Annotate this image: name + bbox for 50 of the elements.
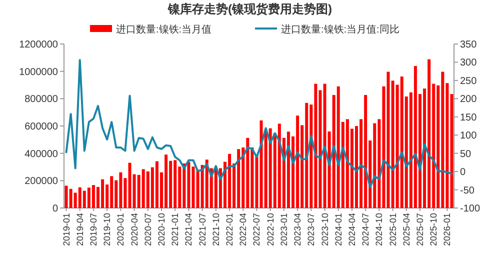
x-tick-label: 2021-04 [184,213,194,246]
y2-tick-label: 300 [460,58,478,69]
y2-tick-label: 200 [460,94,478,106]
y2-tick-label: -50 [460,185,475,196]
y2-tick-label: 350 [460,40,478,50]
x-tick-label: 2025-01 [388,213,398,246]
y2-tick-label: 150 [460,112,478,124]
x-tick-label: 2023-10 [320,213,330,246]
x-tick-label: 2021-07 [197,213,208,246]
x-tick-label: 2019-01 [61,213,72,246]
y-tick-label: 200000 [24,176,58,188]
y-tick-label: 0 [52,204,58,214]
x-tick-label: 2025-10 [428,213,439,246]
legend-label: 进口数量:镍铁:当月值:同比 [281,24,400,36]
y2-tick-label: 50 [460,148,472,160]
x-tick-label: 2019-07 [88,213,98,246]
x-tick-label: 2025-07 [414,213,425,246]
x-tick-label: 2020-10 [156,213,166,246]
x-tick-label: 2022-01 [224,213,235,246]
x-tick-label: 2023-04 [292,213,303,246]
x-tick-label: 2024-10 [374,213,384,246]
chart-title: 镍库存走势(镍现货费用走势图) [167,2,332,16]
x-tick-label: 2026-01 [442,213,452,246]
y-tick-label: 400000 [24,148,58,160]
y2-tick-label: 250 [460,76,478,87]
x-tick-label: 2023-07 [306,213,316,246]
y-tick-label: 800000 [24,94,58,106]
x-tick-label: 2019-04 [74,213,85,246]
y-tick-label: 1000000 [19,66,58,78]
x-tick-label: 2022-10 [265,213,276,246]
y2-tick-label: -100 [460,204,480,214]
x-tick-label: 2022-04 [238,213,248,246]
x-tick-label: 2024-07 [360,213,371,246]
x-tick-label: 2020-01 [116,213,126,246]
x-tick-label: 2024-01 [333,213,344,246]
legend-label: 进口数量:镍铁:当月值 [116,24,212,36]
line-series [65,59,453,188]
x-tick-label: 2019-10 [102,213,112,246]
x-tick-label: 2022-07 [252,213,262,246]
y2-tick-label: 0 [460,167,466,178]
x-tick-label: 2024-04 [346,213,357,246]
x-tick-label: 2023-01 [278,213,289,246]
y2-tick-label: 100 [460,130,478,142]
x-tick-label: 2020-07 [142,213,153,246]
x-tick-label: 2020-04 [129,213,140,246]
x-tick-label: 2021-01 [170,213,180,246]
y-tick-label: 1200000 [19,40,58,50]
y-tick-label: 600000 [24,122,58,132]
x-tick-label: 2025-04 [401,213,412,246]
x-tick-label: 2021-10 [210,213,221,246]
